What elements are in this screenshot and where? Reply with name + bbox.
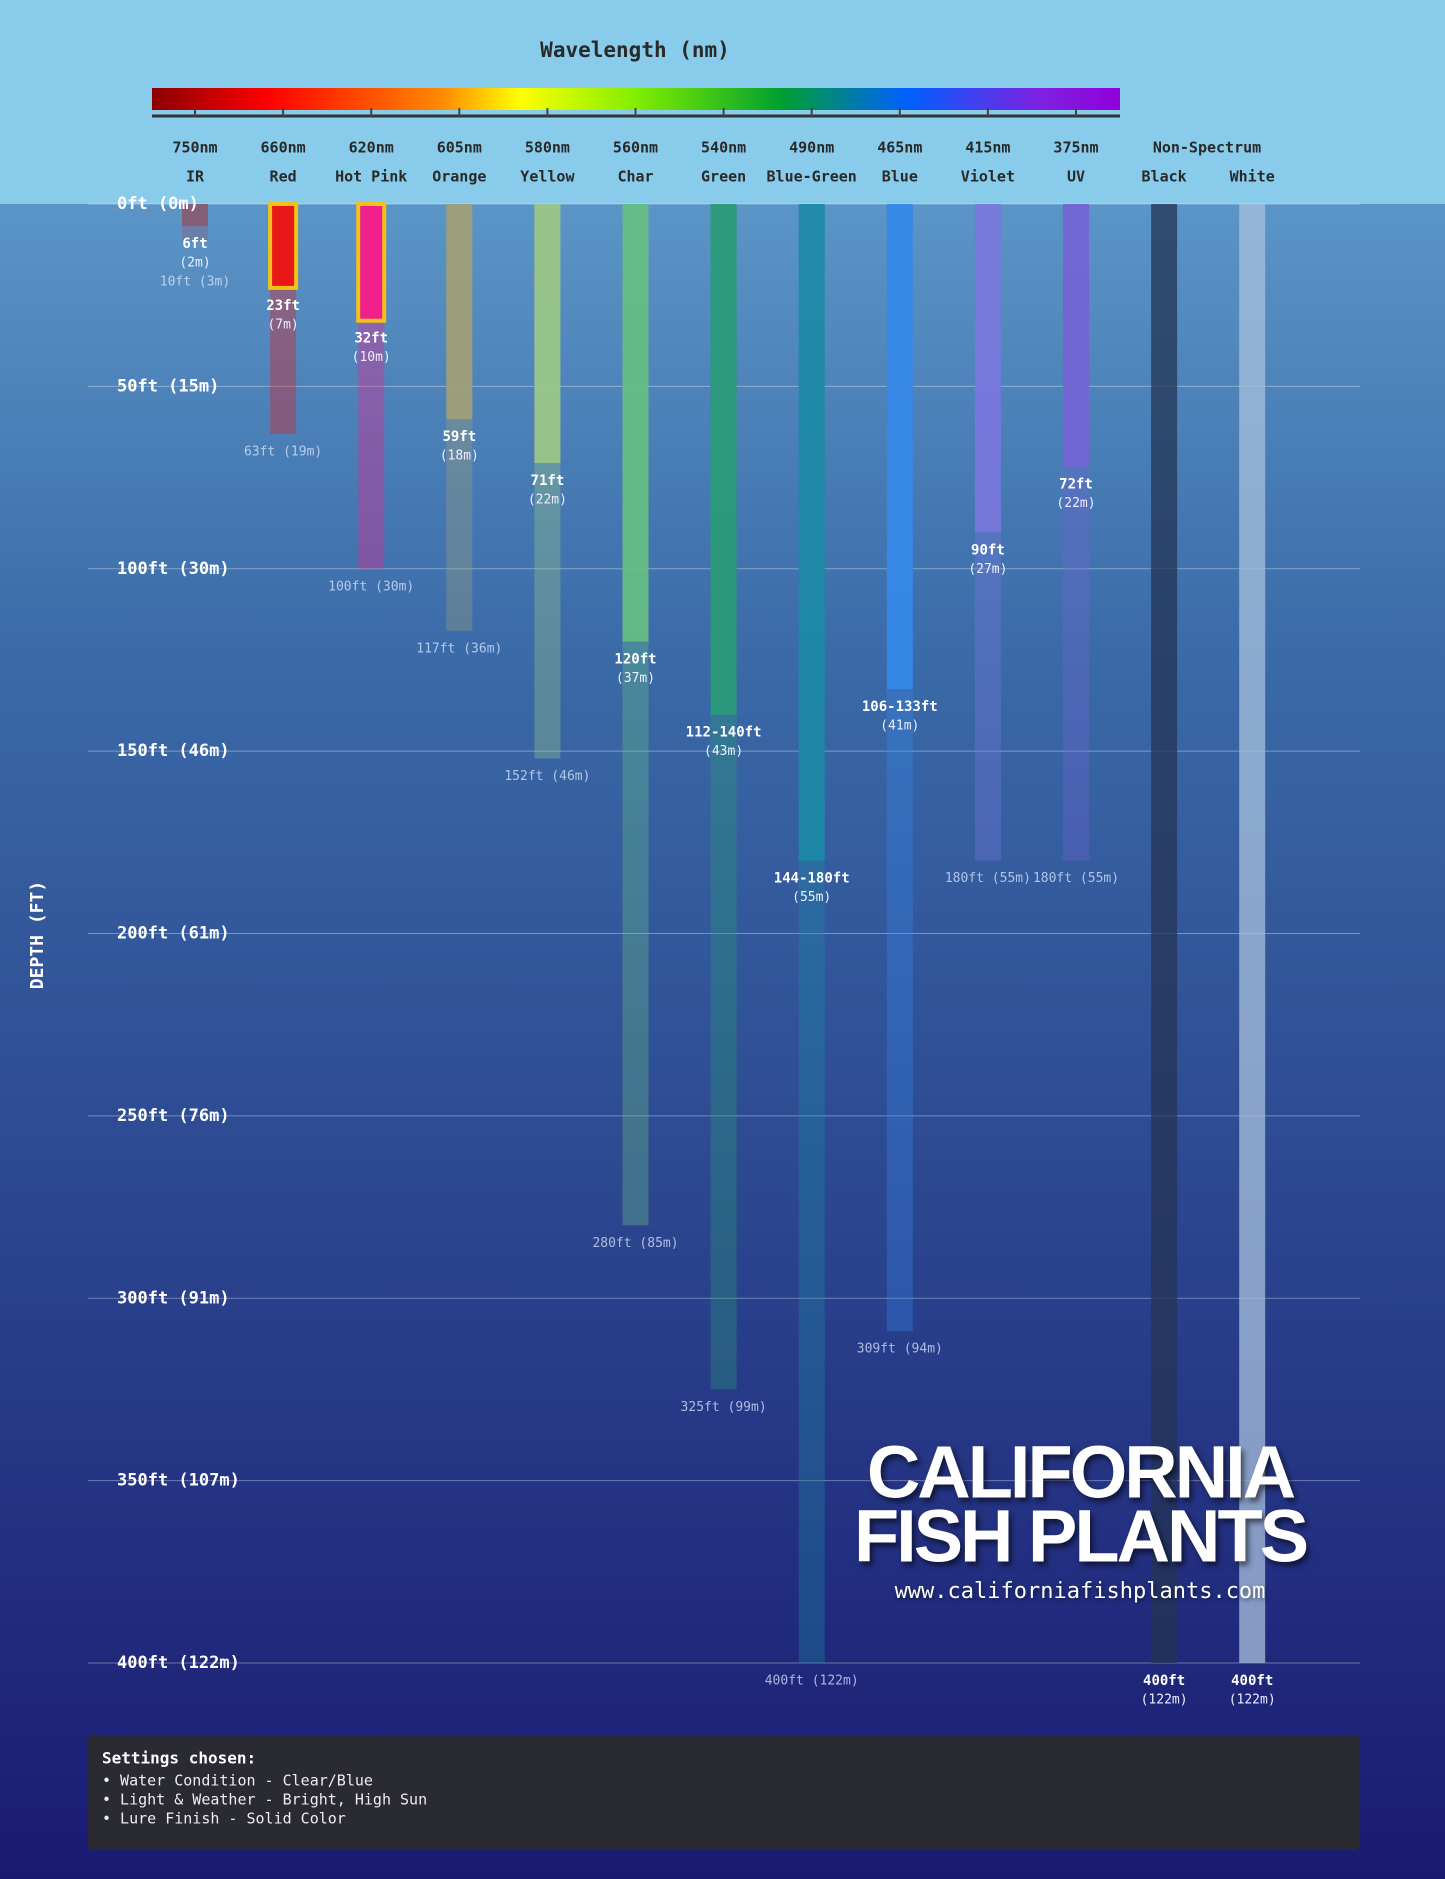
max-label: 117ft (36m): [416, 641, 502, 656]
legend-label: Violet: [961, 168, 1015, 186]
max-label: 100ft (30m): [328, 579, 414, 594]
visible-depth-bar: [622, 204, 649, 642]
wavelength-label: 540nm: [701, 139, 746, 157]
visible-label: 90ft: [971, 542, 1005, 558]
visible-depth-bar: [974, 204, 1001, 533]
wavelength-label: 605nm: [437, 139, 482, 157]
visible-depth-bar: [534, 204, 561, 463]
max-label: 325ft (99m): [681, 1400, 767, 1415]
visible-meter-label: (7m): [267, 317, 298, 332]
legend-label: White: [1230, 168, 1275, 186]
legend-label: Orange: [432, 168, 486, 186]
y-tick-label: 50ft (15m): [117, 376, 219, 396]
visible-depth-bar: [268, 202, 299, 290]
visible-meter-label: (55m): [792, 890, 831, 905]
legend-label: Blue-Green: [767, 168, 857, 186]
visible-meter-label: (22m): [1056, 496, 1095, 511]
max-label: 152ft (46m): [504, 769, 590, 784]
visible-label: 400ft: [1231, 1673, 1273, 1689]
visible-label: 144-180ft: [774, 871, 850, 887]
visible-label: 112-140ft: [686, 725, 762, 741]
max-label: 309ft (94m): [857, 1342, 943, 1357]
wavelength-label: 415nm: [965, 139, 1010, 157]
legend-label: Hot Pink: [335, 168, 407, 186]
wavelength-label: 560nm: [613, 139, 658, 157]
visible-meter-label: (2m): [179, 255, 210, 270]
visible-label: 23ft: [266, 298, 300, 314]
y-axis-label: DEPTH (FT): [27, 881, 48, 989]
visible-label: 59ft: [442, 429, 476, 445]
settings-box: [88, 1735, 1360, 1850]
y-tick-label: 400ft (122m): [117, 1653, 240, 1673]
visible-depth-bar: [710, 204, 737, 715]
wavelength-label: 750nm: [172, 139, 217, 157]
wavelength-label: 580nm: [525, 139, 570, 157]
settings-item: • Light & Weather - Bright, High Sun: [102, 1791, 427, 1809]
visible-label: 71ft: [531, 473, 565, 489]
legend-label: Blue: [882, 168, 918, 186]
wavelength-label: 490nm: [789, 139, 834, 157]
group-label: Non-Spectrum: [1153, 139, 1261, 157]
legend-label: Green: [701, 168, 746, 186]
max-label: 400ft (122m): [765, 1674, 859, 1689]
legend-label: UV: [1067, 168, 1085, 186]
wavelength-label: 620nm: [349, 139, 394, 157]
y-tick-label: 300ft (91m): [117, 1288, 230, 1308]
visible-meter-label: (37m): [616, 671, 655, 686]
visible-depth-bar: [182, 204, 208, 226]
wavelength-label: 660nm: [261, 139, 306, 157]
max-label: 280ft (85m): [592, 1236, 678, 1251]
max-label: 10ft (3m): [160, 274, 230, 289]
logo-line: FISH PLANTS: [854, 1495, 1307, 1578]
settings-item: • Lure Finish - Solid Color: [102, 1810, 346, 1828]
visible-label: 400ft: [1143, 1673, 1185, 1689]
visible-depth-bar: [356, 202, 387, 323]
legend-label: Red: [270, 168, 297, 186]
wavelength-label: 465nm: [877, 139, 922, 157]
visible-depth-bar: [1151, 204, 1178, 1663]
settings-title: Settings chosen:: [102, 1749, 256, 1768]
y-tick-label: 350ft (107m): [117, 1471, 240, 1491]
visible-label: 32ft: [354, 331, 388, 347]
visible-meter-label: (43m): [704, 744, 743, 759]
visible-meter-label: (18m): [440, 449, 479, 464]
y-tick-label: 200ft (61m): [117, 924, 230, 944]
y-tick-label: 250ft (76m): [117, 1106, 230, 1126]
visible-label: 120ft: [614, 652, 656, 668]
visible-meter-label: (122m): [1229, 1693, 1276, 1708]
plot: 750nm IR 6ft (2m) 10ft (3m) 660nm Red 23ft (7m) 6…: [88, 108, 1360, 1708]
max-label: 180ft (55m): [1033, 871, 1119, 886]
max-label: 63ft (19m): [244, 444, 322, 459]
logo-url: www.californiafishplants.com: [895, 1579, 1266, 1604]
wavelength-label: 375nm: [1053, 139, 1098, 157]
chart-title: Wavelength (nm): [540, 38, 730, 62]
y-tick-label: 0ft (0m): [117, 194, 199, 214]
visible-depth-bar: [1239, 204, 1266, 1663]
visible-depth-bar: [886, 204, 913, 690]
legend-label: Black: [1142, 168, 1187, 186]
max-label: 180ft (55m): [945, 871, 1031, 886]
legend-label: IR: [186, 168, 205, 186]
spectrum-bar: [152, 88, 1120, 110]
settings-item: • Water Condition - Clear/Blue: [102, 1772, 373, 1790]
visible-meter-label: (10m): [352, 350, 391, 365]
visible-label: 72ft: [1059, 477, 1093, 493]
visible-meter-label: (41m): [880, 719, 919, 734]
y-tick-label: 150ft (46m): [117, 741, 230, 761]
visible-depth-bar: [1063, 204, 1089, 467]
visible-depth-bar: [446, 204, 473, 420]
logo-line: CALIFORNIA: [867, 1431, 1295, 1514]
legend-label: Yellow: [520, 168, 575, 186]
visible-meter-label: (22m): [528, 492, 567, 507]
visible-meter-label: (27m): [968, 562, 1007, 577]
visible-label: 6ft: [182, 236, 207, 252]
visible-label: 106-133ft: [862, 699, 938, 715]
y-tick-label: 100ft (30m): [117, 559, 230, 579]
visible-depth-bar: [798, 204, 825, 861]
visible-meter-label: (122m): [1141, 1693, 1188, 1708]
legend-label: Char: [617, 168, 653, 186]
